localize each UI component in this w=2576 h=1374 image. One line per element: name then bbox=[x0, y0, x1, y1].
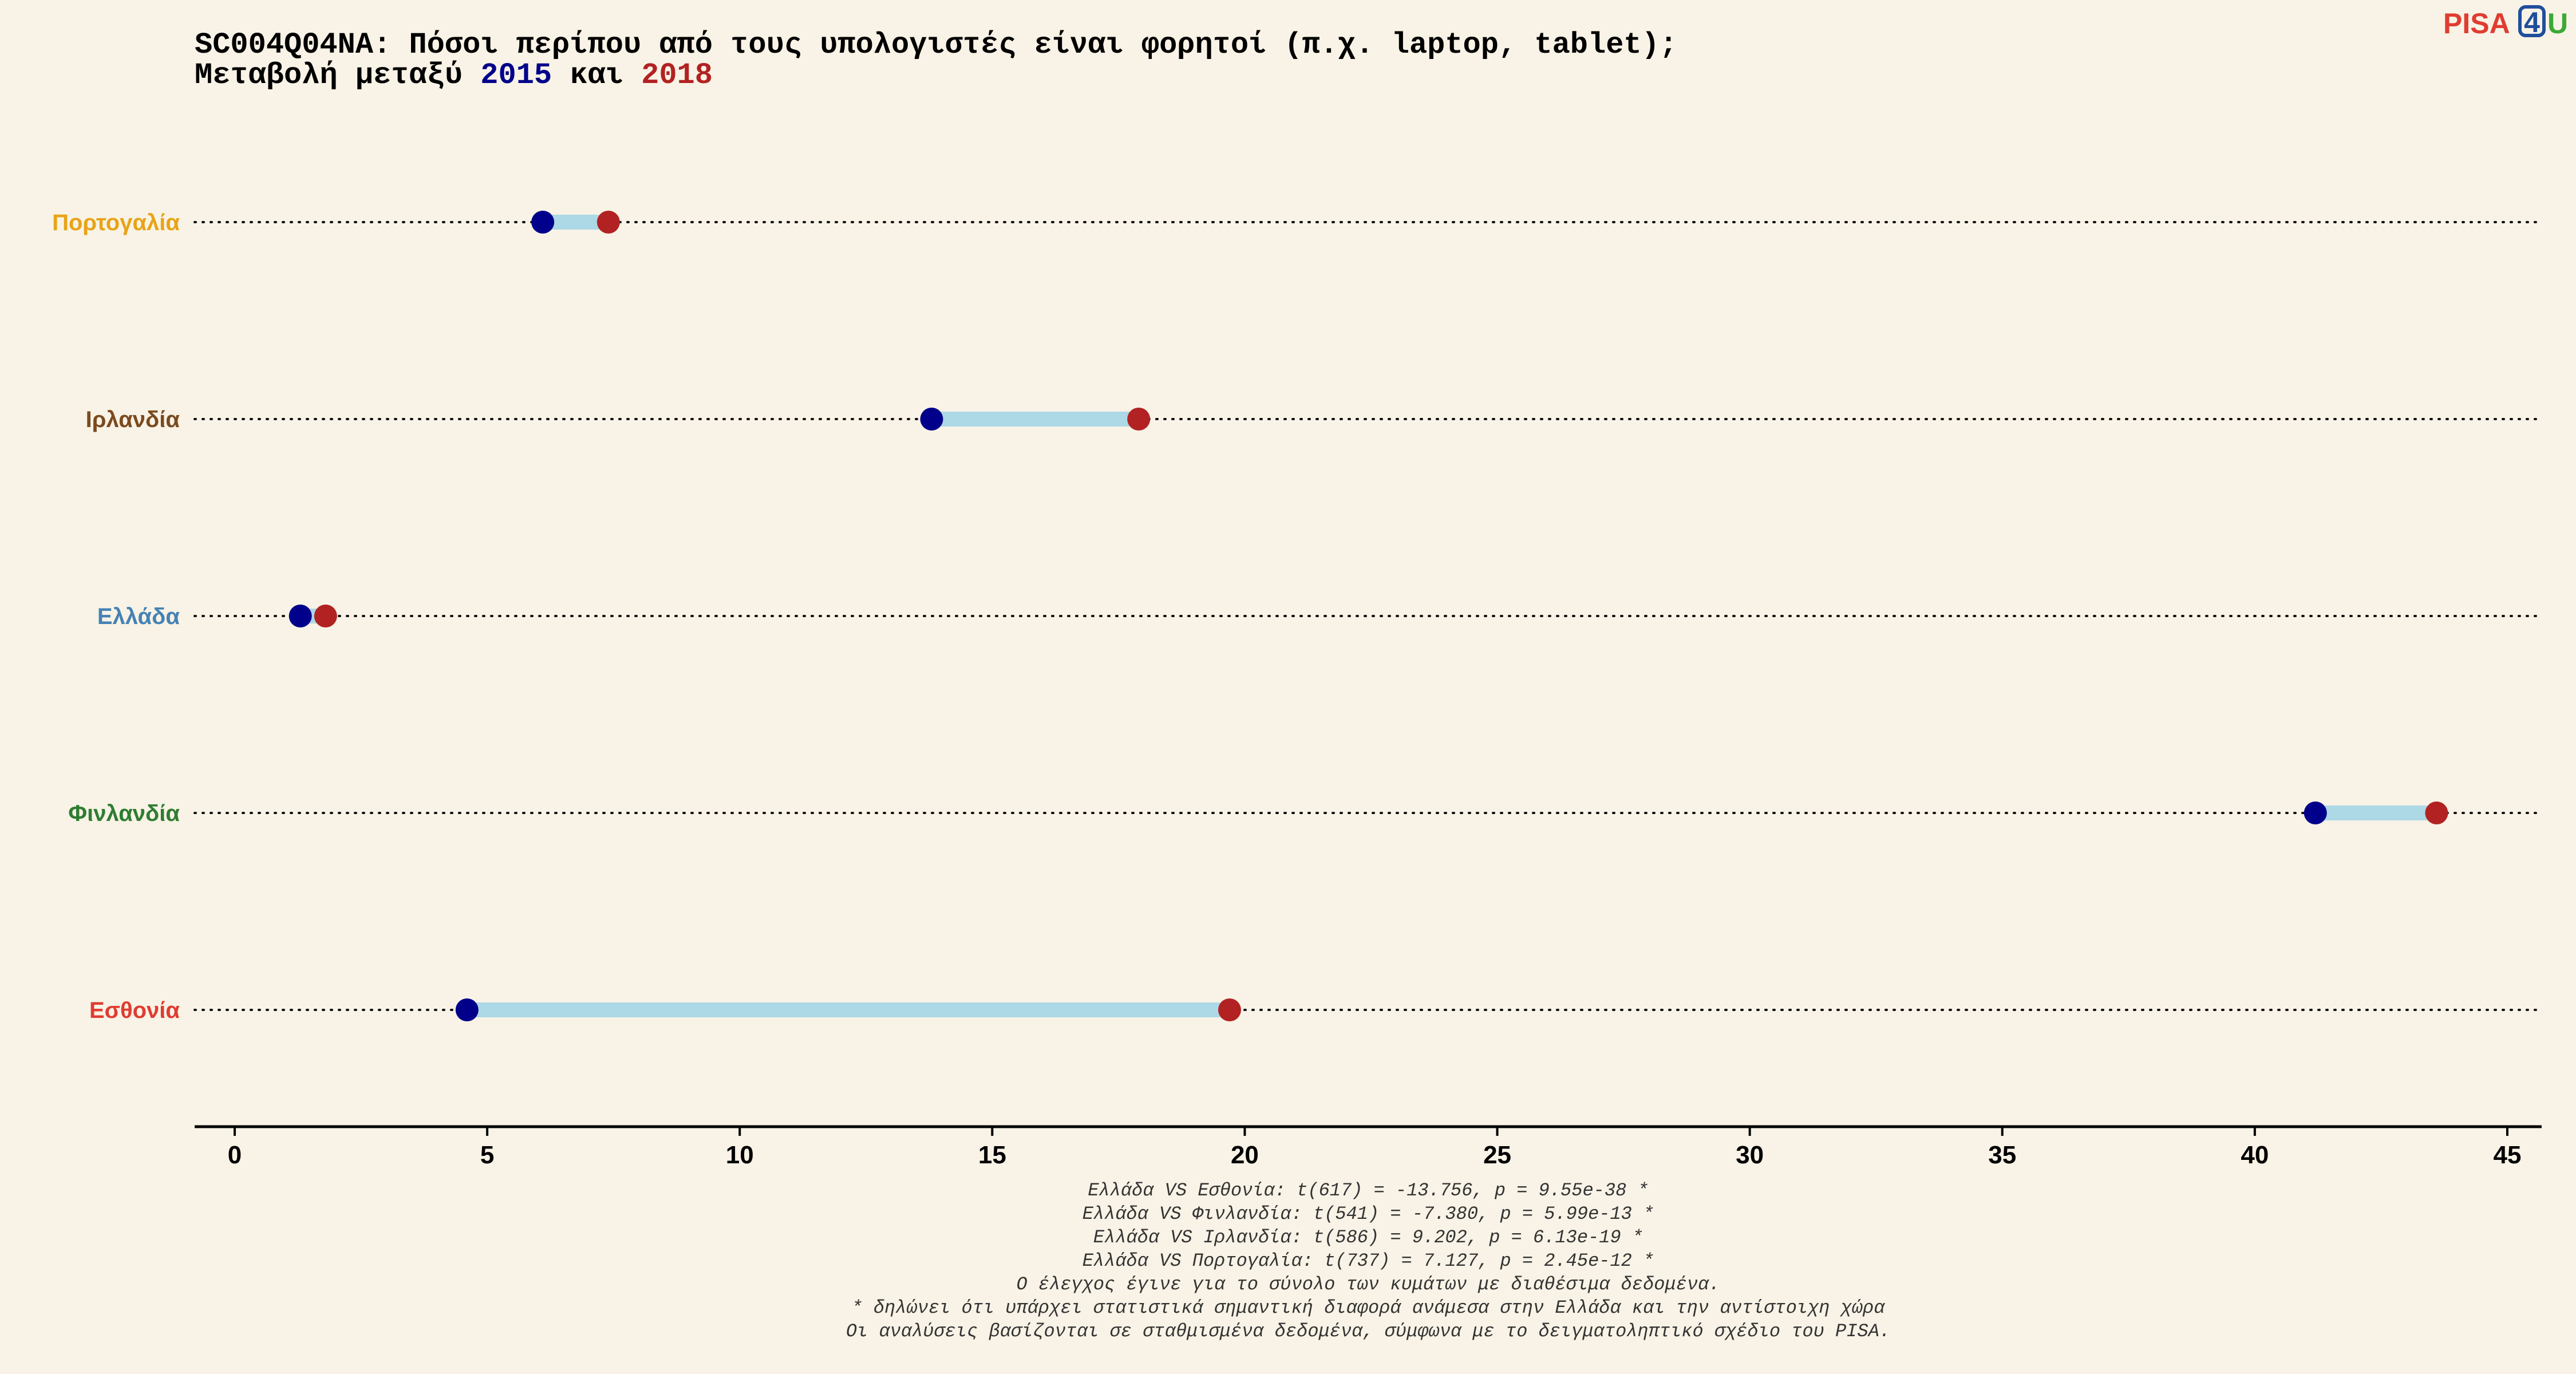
logo-box bbox=[2518, 5, 2546, 37]
title-year-2015: 2015 bbox=[480, 58, 552, 92]
x-axis: 0 5 10 15 20 25 30 35 40 45 bbox=[195, 1125, 2542, 1169]
title-mid: και bbox=[552, 58, 641, 92]
footnote-line: Ελλάδα VS Εσθονία: t(617) = -13.756, p =… bbox=[1088, 1180, 1648, 1201]
point-2018 bbox=[1127, 408, 1151, 431]
x-tick-label: 5 bbox=[480, 1141, 494, 1169]
logo-part-u: U bbox=[2547, 7, 2568, 40]
point-2015 bbox=[289, 605, 312, 627]
footnote-line: Ελλάδα VS Ιρλανδία: t(586) = 9.202, p = … bbox=[1093, 1227, 1643, 1248]
country-label: Εσθονία bbox=[89, 998, 180, 1023]
title-line-1: SC004Q04NA: Πόσοι περίπου από τους υπολο… bbox=[195, 28, 1677, 62]
row-4: Εσθονία bbox=[89, 998, 2543, 1023]
footnote-line: Ελλάδα VS Φινλανδία: t(541) = -7.380, p … bbox=[1082, 1203, 1654, 1225]
country-label: Ελλάδα bbox=[97, 604, 180, 629]
country-label: Πορτογαλία bbox=[52, 210, 180, 235]
row-0: Πορτογαλία bbox=[52, 210, 2543, 235]
footnote-line: Οι αναλύσεις βασίζονται σε σταθμισμένα δ… bbox=[846, 1321, 1890, 1342]
point-2018 bbox=[596, 211, 620, 234]
footnote-line: Ο έλεγχος έγινε για το σύνολο των κυμάτω… bbox=[1017, 1274, 1720, 1295]
plot-rows: Πορτογαλία Ιρλανδία Ελλάδα Φινλανδία Εσθονία bbox=[52, 210, 2543, 1023]
row-1: Ιρλανδία bbox=[86, 407, 2543, 432]
x-tick-label: 30 bbox=[1736, 1141, 1764, 1169]
x-tick-label: 10 bbox=[726, 1141, 754, 1169]
point-2015 bbox=[531, 211, 555, 234]
title-line-2: Μεταβολή μεταξύ 2015 και 2018 bbox=[195, 58, 713, 92]
chart-title: SC004Q04NA: Πόσοι περίπου από τους υπολο… bbox=[195, 28, 1677, 92]
pisa4u-logo: PISA 4 U bbox=[2443, 5, 2568, 40]
x-tick-label: 35 bbox=[1988, 1141, 2016, 1169]
logo-part-pisa: PISA bbox=[2443, 7, 2510, 40]
x-tick-label: 25 bbox=[1483, 1141, 1511, 1169]
point-2015 bbox=[920, 408, 943, 431]
point-2018 bbox=[1218, 998, 1241, 1021]
x-tick-label: 20 bbox=[1231, 1141, 1259, 1169]
point-2015 bbox=[2304, 802, 2327, 824]
row-2: Ελλάδα bbox=[97, 604, 2543, 629]
footnote-line: * δηλώνει ότι υπάρχει στατιστικά σημαντι… bbox=[851, 1297, 1885, 1318]
point-2015 bbox=[455, 998, 479, 1021]
title-year-2018: 2018 bbox=[641, 58, 713, 92]
country-label: Ιρλανδία bbox=[86, 407, 180, 432]
x-tick-label: 40 bbox=[2241, 1141, 2269, 1169]
point-2018 bbox=[314, 605, 337, 627]
footnote-line: Ελλάδα VS Πορτογαλία: t(737) = 7.127, p … bbox=[1082, 1250, 1654, 1272]
x-tick-label: 15 bbox=[978, 1141, 1006, 1169]
x-tick-label: 45 bbox=[2494, 1141, 2522, 1169]
logo-part-4: 4 bbox=[2524, 6, 2540, 38]
x-tick-label: 0 bbox=[228, 1141, 242, 1169]
logo-text: PISA bbox=[2443, 7, 2510, 40]
country-label: Φινλανδία bbox=[68, 801, 180, 826]
title-prefix: Μεταβολή μεταξύ bbox=[195, 58, 480, 92]
point-2018 bbox=[2425, 802, 2448, 824]
footnotes: Ελλάδα VS Εσθονία: t(617) = -13.756, p =… bbox=[846, 1180, 1890, 1342]
row-3: Φινλανδία bbox=[68, 801, 2543, 826]
